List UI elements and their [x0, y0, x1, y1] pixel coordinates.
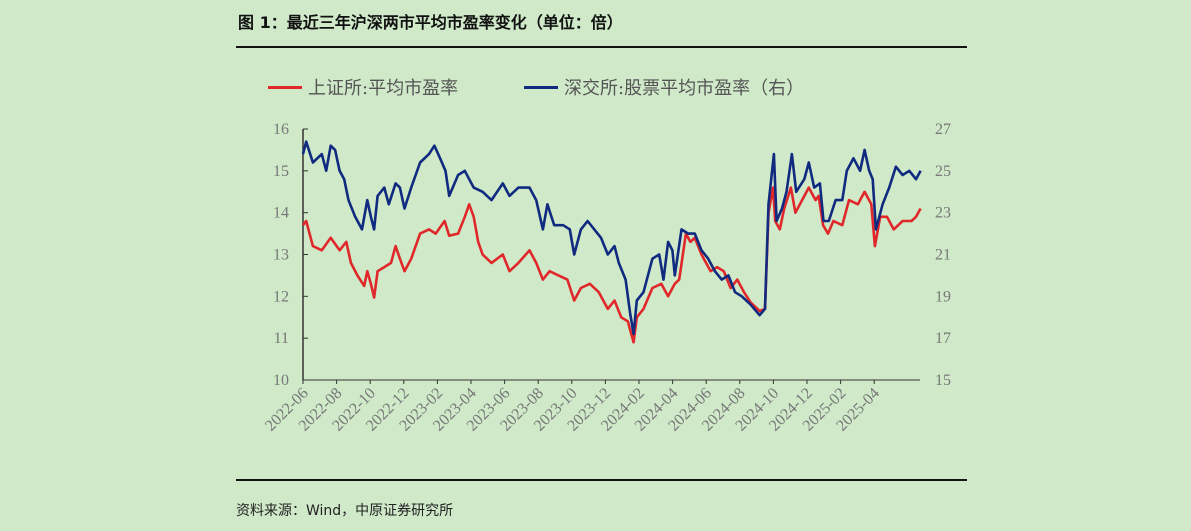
y-left-tick-label: 16 — [273, 121, 289, 138]
figure-title: 图 1：最近三年沪深两市平均市盈率变化（单位：倍） — [238, 13, 623, 32]
y-left-tick-label: 12 — [273, 288, 289, 305]
legend-swatch-sse — [268, 85, 302, 89]
y-right-tick-label: 23 — [935, 205, 951, 222]
y-right-tick-label: 27 — [935, 121, 951, 138]
y-right-tick-label: 25 — [935, 163, 951, 180]
y-left-tick-label: 14 — [273, 205, 289, 222]
bottom-rule — [236, 479, 967, 481]
legend-label-sse: 上证所:平均市盈率 — [308, 78, 459, 99]
y-left-tick-label: 11 — [274, 330, 289, 347]
y-right-tick-label: 17 — [935, 330, 951, 347]
y-left-tick-label: 10 — [273, 372, 289, 389]
legend-item-szse: 深交所:股票平均市盈率（右） — [524, 74, 804, 100]
y-left-tick-label: 15 — [273, 163, 289, 180]
y-right-tick-label: 19 — [935, 288, 951, 305]
legend-item-sse: 上证所:平均市盈率 — [268, 74, 458, 100]
series-line-szse — [301, 140, 922, 336]
y-right-tick-label: 21 — [935, 247, 951, 264]
source-note: 资料来源：Wind，中原证券研究所 — [236, 503, 454, 519]
legend-label-szse: 深交所:股票平均市盈率（右） — [564, 78, 805, 99]
top-rule — [236, 46, 967, 48]
series-line-sse — [301, 186, 922, 344]
legend-swatch-szse — [524, 85, 558, 89]
y-left-tick-label: 13 — [273, 247, 289, 264]
y-right-tick-label: 15 — [935, 372, 951, 389]
